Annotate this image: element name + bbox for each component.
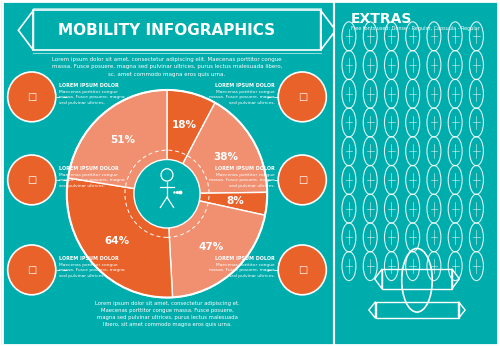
- Circle shape: [134, 160, 200, 228]
- Text: 8%: 8%: [226, 195, 244, 206]
- Text: Maecenas porttitor congue
massa. Fusce posuere, magna
sed pulvinar ultrices.: Maecenas porttitor congue massa. Fusce p…: [59, 263, 124, 278]
- Circle shape: [8, 245, 56, 295]
- Wedge shape: [67, 178, 172, 298]
- Text: □: □: [27, 175, 36, 185]
- Wedge shape: [167, 103, 267, 194]
- Text: Lorem ipsum dolor sit amet, consectetur adipiscing et.
Maecenas porttitor congue: Lorem ipsum dolor sit amet, consectetur …: [94, 301, 240, 327]
- Text: 47%: 47%: [198, 242, 224, 252]
- Text: Lorem ipsum dolor sit amet, consectetur adipiscing elit. Maecenas porttitor cong: Lorem ipsum dolor sit amet, consectetur …: [52, 57, 282, 77]
- Circle shape: [8, 72, 56, 122]
- Text: LOREM IPSUM DOLOR: LOREM IPSUM DOLOR: [215, 83, 275, 88]
- Circle shape: [278, 155, 326, 205]
- Text: LOREM IPSUM DOLOR: LOREM IPSUM DOLOR: [59, 83, 119, 88]
- Text: LOREM IPSUM DOLOR: LOREM IPSUM DOLOR: [215, 166, 275, 171]
- Text: LOREM IPSUM DOLOR: LOREM IPSUM DOLOR: [59, 166, 119, 171]
- Wedge shape: [167, 90, 215, 194]
- Text: LOREM IPSUM DOLOR: LOREM IPSUM DOLOR: [59, 256, 119, 261]
- Circle shape: [8, 155, 56, 205]
- Text: 51%: 51%: [110, 135, 135, 145]
- Text: EXTRAS: EXTRAS: [350, 12, 412, 26]
- Text: □: □: [298, 265, 307, 275]
- Text: □: □: [298, 92, 307, 102]
- Circle shape: [278, 245, 326, 295]
- Wedge shape: [68, 90, 167, 194]
- Bar: [382, 269, 452, 289]
- Text: Maecenas porttitor congue
massa. Fusce posuere, magna
sed pulvinar ultrices.: Maecenas porttitor congue massa. Fusce p…: [210, 263, 275, 278]
- Wedge shape: [167, 192, 267, 215]
- Text: 18%: 18%: [172, 120, 196, 130]
- Text: LOREM IPSUM DOLOR: LOREM IPSUM DOLOR: [215, 256, 275, 261]
- Text: Maecenas porttitor congue
massa. Fusce posuere, magna
sed pulvinar ultrices.: Maecenas porttitor congue massa. Fusce p…: [59, 173, 124, 188]
- Text: 38%: 38%: [213, 152, 238, 162]
- Text: Maecenas porttitor congue
massa. Fusce posuere, magna
sed pulvinar ultrices.: Maecenas porttitor congue massa. Fusce p…: [210, 173, 275, 188]
- Text: Maecenas porttitor congue
massa. Fusce posuere, magna
sed pulvinar ultrices.: Maecenas porttitor congue massa. Fusce p…: [59, 90, 124, 105]
- Text: □: □: [298, 175, 307, 185]
- Text: □: □: [27, 265, 36, 275]
- Bar: [376, 302, 458, 318]
- Text: MOBILITY INFOGRAPHICS: MOBILITY INFOGRAPHICS: [58, 23, 276, 38]
- Text: □: □: [27, 92, 36, 102]
- Circle shape: [278, 72, 326, 122]
- Text: Maecenas porttitor congue
massa. Fusce posuere, magna
sed pulvinar ultrices.: Maecenas porttitor congue massa. Fusce p…: [210, 90, 275, 105]
- Text: Free fonts used: Dense - Regular, Capsuula - Regular: Free fonts used: Dense - Regular, Capsuu…: [350, 26, 480, 31]
- Text: 64%: 64%: [104, 236, 129, 246]
- Wedge shape: [167, 194, 265, 298]
